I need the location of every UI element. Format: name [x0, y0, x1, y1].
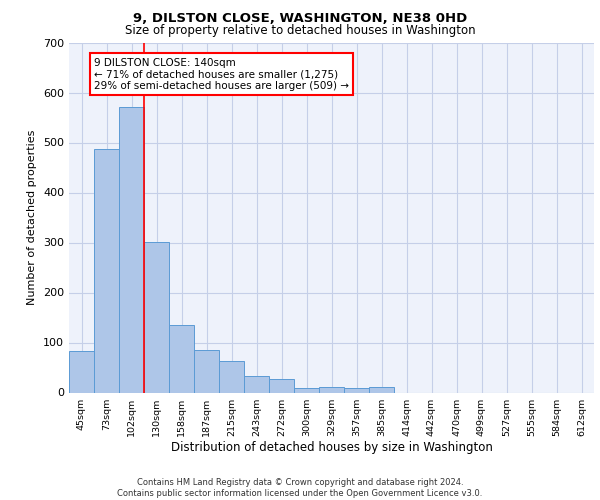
Bar: [269, 379, 294, 392]
Bar: [244, 376, 269, 392]
Bar: [294, 388, 319, 392]
Bar: [194, 350, 219, 393]
Bar: [169, 325, 194, 392]
Bar: [319, 387, 344, 392]
Bar: [219, 361, 244, 392]
Y-axis label: Number of detached properties: Number of detached properties: [28, 130, 37, 305]
Bar: [94, 149, 119, 392]
X-axis label: Distribution of detached houses by size in Washington: Distribution of detached houses by size …: [170, 442, 493, 454]
Bar: [369, 387, 394, 392]
Text: Size of property relative to detached houses in Washington: Size of property relative to detached ho…: [125, 24, 475, 37]
Text: Contains HM Land Registry data © Crown copyright and database right 2024.
Contai: Contains HM Land Registry data © Crown c…: [118, 478, 482, 498]
Text: 9 DILSTON CLOSE: 140sqm
← 71% of detached houses are smaller (1,275)
29% of semi: 9 DILSTON CLOSE: 140sqm ← 71% of detache…: [94, 58, 349, 90]
Bar: [144, 242, 169, 392]
Bar: [119, 106, 144, 393]
Bar: [69, 351, 94, 393]
Bar: [344, 388, 369, 392]
Text: 9, DILSTON CLOSE, WASHINGTON, NE38 0HD: 9, DILSTON CLOSE, WASHINGTON, NE38 0HD: [133, 12, 467, 26]
